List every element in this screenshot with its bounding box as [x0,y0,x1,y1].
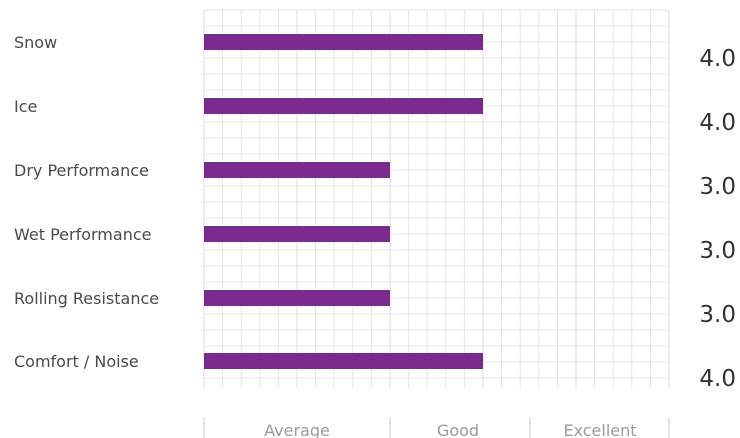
category-label: Comfort / Noise [14,352,139,371]
bar-rolling-resistance [204,290,390,306]
score-label: 3.0 [699,238,736,264]
score-label: 4.0 [699,46,736,72]
x-tick-label: Good [437,421,479,438]
x-tick-label: Excellent [563,421,636,438]
category-label: Dry Performance [14,161,149,180]
category-label: Rolling Resistance [14,289,159,308]
bar-ice [204,98,483,114]
category-labels: Snow Ice Dry Performance Wet Performance Rol… [14,33,159,371]
bar-dry-performance [204,162,390,178]
score-labels: 4.0 4.0 3.0 3.0 3.0 4.0 [699,46,736,392]
grid [203,9,670,388]
score-label: 4.0 [699,110,736,136]
x-tick-label: Average [264,421,330,438]
bar-comfort-noise [204,353,483,369]
score-label: 3.0 [699,174,736,200]
category-label: Wet Performance [14,225,151,244]
score-label: 4.0 [699,366,736,392]
bar-snow [204,34,483,50]
x-axis-ticks: Average Good Excellent [203,417,670,438]
category-label: Snow [14,33,57,52]
bars [204,34,483,369]
score-label: 3.0 [699,302,736,328]
category-label: Ice [14,97,37,116]
bar-wet-performance [204,226,390,242]
